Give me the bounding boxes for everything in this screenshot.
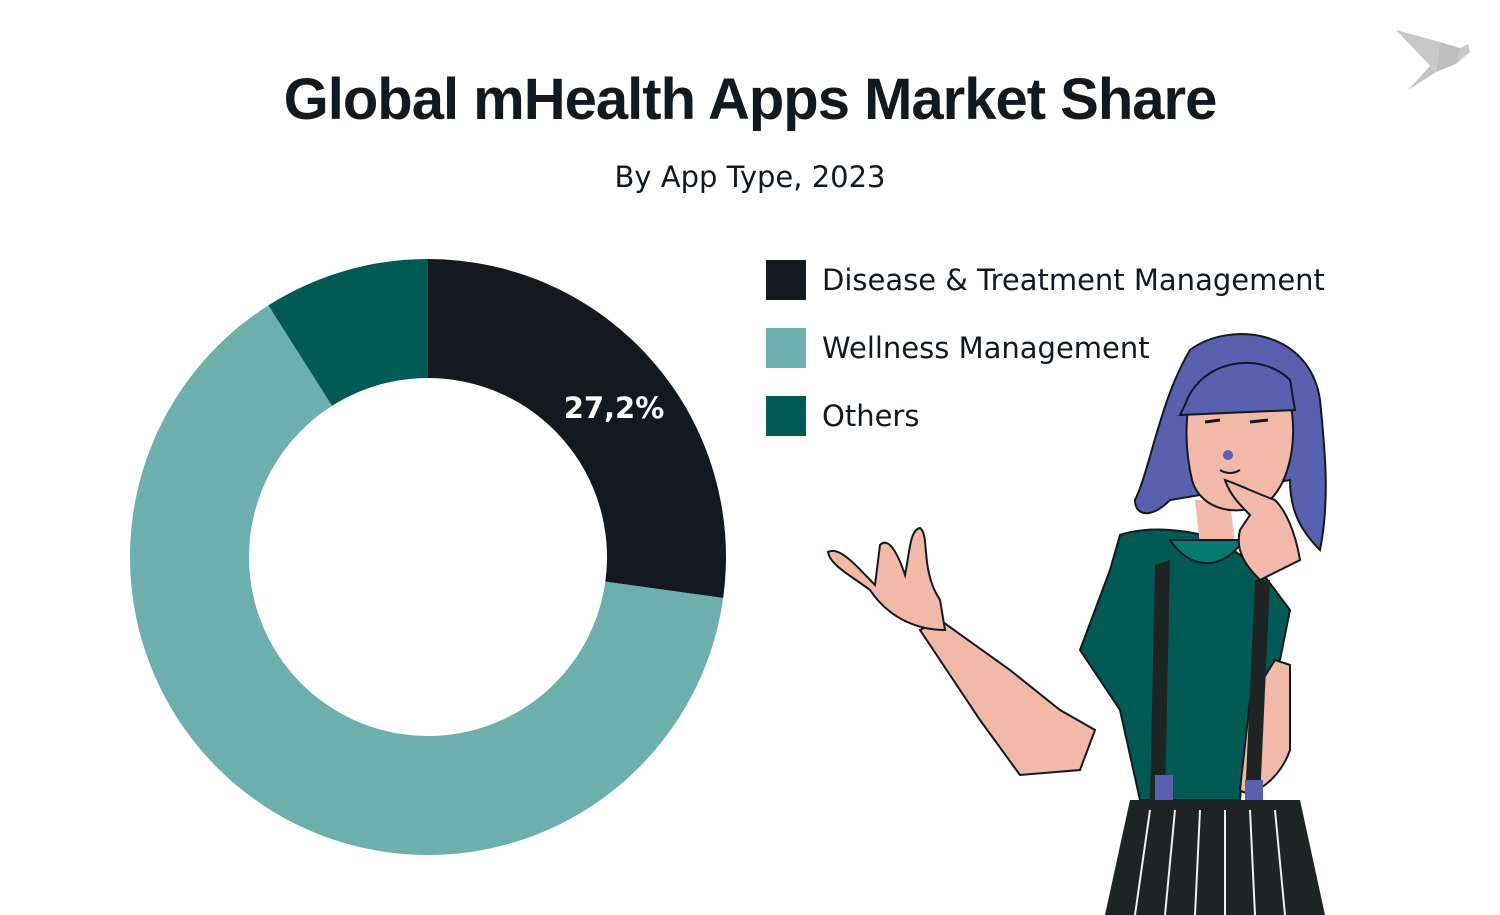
legend: Disease & Treatment Management Wellness … xyxy=(766,260,1325,464)
legend-item-disease: Disease & Treatment Management xyxy=(766,260,1325,300)
donut-slice-1 xyxy=(130,305,724,856)
chart-title: Global mHealth Apps Market Share xyxy=(283,67,1218,132)
legend-swatch xyxy=(766,328,806,368)
legend-label: Disease & Treatment Management xyxy=(822,263,1325,297)
legend-swatch xyxy=(766,260,806,300)
donut-slice-0 xyxy=(428,259,726,599)
legend-label: Others xyxy=(822,399,920,433)
origami-bird-icon xyxy=(1396,30,1470,90)
donut-slice-2 xyxy=(268,259,428,406)
thinking-woman-illustration xyxy=(826,333,1327,915)
legend-label: Wellness Management xyxy=(822,331,1150,365)
legend-swatch xyxy=(766,396,806,436)
chart-subtitle: By App Type, 2023 xyxy=(614,160,886,194)
legend-item-others: Others xyxy=(766,396,1325,436)
donut-chart: 27,2% xyxy=(130,259,726,856)
data-label-disease: 27,2% xyxy=(564,391,665,425)
legend-item-wellness: Wellness Management xyxy=(766,328,1325,368)
